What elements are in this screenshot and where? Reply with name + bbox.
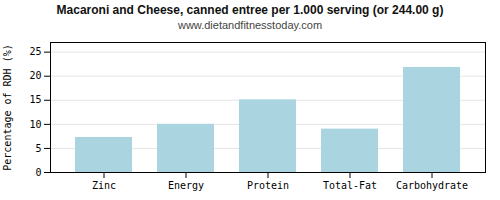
svg-text:Percentage of RDH (%): Percentage of RDH (%) — [2, 44, 13, 170]
html-text:Macaroni and Cheese, canned en: Macaroni and Cheese, canned entree per 1… — [56, 3, 444, 17]
svg-text:0: 0 — [35, 167, 41, 178]
svg-text:Energy: Energy — [168, 180, 204, 191]
svg-text:10: 10 — [29, 119, 41, 130]
svg-text:15: 15 — [29, 94, 41, 105]
svg-text:25: 25 — [29, 46, 41, 57]
svg-text:20: 20 — [29, 70, 41, 81]
svg-text:5: 5 — [35, 143, 41, 154]
svg-text:Total-Fat: Total-Fat — [323, 180, 377, 191]
html-text:www.dietandfitnesstoday.com: www.dietandfitnesstoday.com — [178, 19, 322, 31]
svg-text:Protein: Protein — [247, 180, 289, 191]
svg-text:Zinc: Zinc — [92, 180, 116, 191]
svg-text:Carbohydrate: Carbohydrate — [396, 180, 468, 191]
